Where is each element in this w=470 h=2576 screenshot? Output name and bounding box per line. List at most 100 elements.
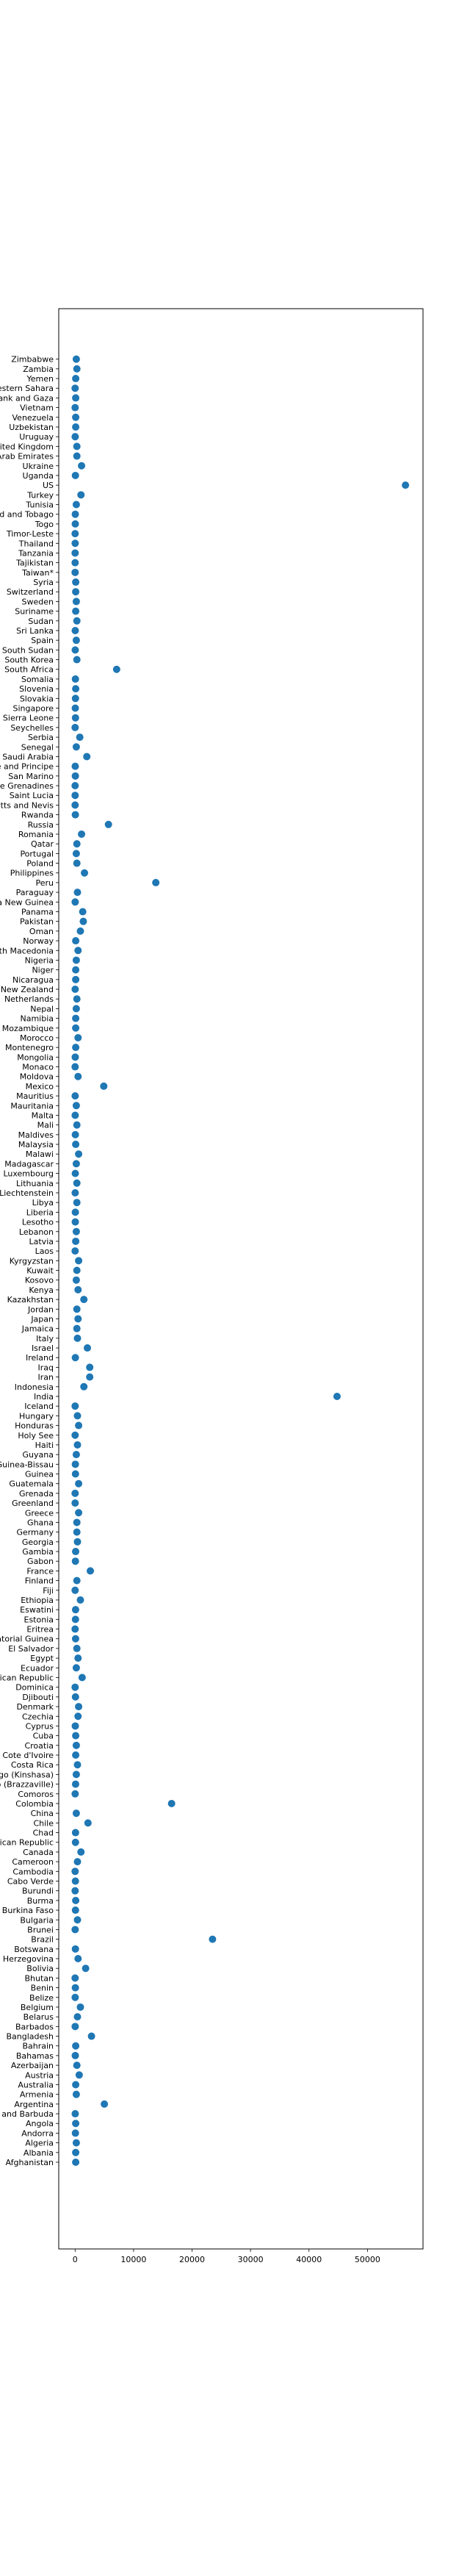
data-point bbox=[71, 471, 79, 479]
plot-frame bbox=[58, 308, 424, 2250]
data-point bbox=[73, 1179, 81, 1187]
data-point bbox=[73, 2013, 82, 2021]
y-tick-label: Russia bbox=[28, 820, 54, 830]
data-point bbox=[75, 1257, 83, 1265]
y-tick-label: Lesotho bbox=[22, 1218, 54, 1227]
x-tick-label: 0 bbox=[73, 2255, 78, 2264]
y-tick-label: Suriname bbox=[15, 607, 54, 617]
y-tick-label: Barbados bbox=[15, 2022, 54, 2031]
y-tick-label: Panama bbox=[21, 907, 54, 916]
data-point bbox=[72, 956, 80, 964]
y-tick-label: South Sudan bbox=[2, 645, 54, 655]
data-point bbox=[71, 1635, 79, 1643]
y-tick-label: Malta bbox=[32, 1111, 54, 1120]
data-point bbox=[71, 1906, 79, 1915]
y-tick-label: Romania bbox=[18, 830, 54, 839]
y-tick-label: Liechtenstein bbox=[0, 1188, 54, 1198]
data-point bbox=[72, 1276, 80, 1284]
y-tick-label: Germany bbox=[16, 1528, 54, 1538]
y-tick-label: Congo (Kinshasa) bbox=[0, 1770, 54, 1779]
y-tick-label: Monaco bbox=[22, 1063, 54, 1072]
y-tick-label: Norway bbox=[23, 936, 54, 946]
data-point bbox=[75, 1421, 83, 1429]
y-tick-label: Mauritius bbox=[16, 1091, 54, 1101]
data-point bbox=[71, 1993, 79, 2001]
data-point bbox=[71, 675, 79, 683]
y-tick-label: Chad bbox=[33, 1829, 54, 1838]
data-point bbox=[71, 1130, 79, 1138]
data-point bbox=[73, 1518, 81, 1526]
data-point bbox=[80, 1296, 88, 1304]
data-point bbox=[73, 859, 81, 867]
y-tick-label: Venezuela bbox=[12, 413, 54, 423]
data-point bbox=[77, 1848, 85, 1856]
y-tick-label: United Kingdom bbox=[0, 442, 54, 451]
y-tick-label: Croatia bbox=[24, 1741, 54, 1751]
data-point bbox=[73, 1644, 81, 1652]
data-point bbox=[71, 1111, 79, 1119]
data-point bbox=[71, 1926, 79, 1934]
y-tick-label: Switzerland bbox=[7, 587, 54, 597]
y-tick-label: Hungary bbox=[19, 1411, 54, 1421]
y-tick-label: Lebanon bbox=[19, 1227, 54, 1237]
y-tick-label: Western Sahara bbox=[0, 384, 54, 393]
y-tick-label: Austria bbox=[25, 2070, 54, 2080]
y-tick-label: Gambia bbox=[22, 1547, 54, 1557]
y-tick-label: Timor-Leste bbox=[6, 529, 54, 539]
data-point bbox=[80, 1382, 88, 1391]
y-tick-label: Nigeria bbox=[25, 955, 54, 965]
data-point bbox=[71, 1693, 79, 1701]
data-point bbox=[71, 568, 79, 576]
data-point bbox=[101, 2100, 109, 2108]
y-tick-label: Jamaica bbox=[21, 1324, 54, 1334]
data-point bbox=[104, 820, 112, 828]
data-point bbox=[71, 510, 79, 518]
data-point bbox=[71, 1169, 79, 1177]
data-point bbox=[72, 1024, 80, 1032]
data-point bbox=[71, 898, 79, 906]
data-point bbox=[73, 1199, 81, 1207]
y-tick-label: Burkina Faso bbox=[2, 1906, 54, 1915]
y-tick-label: Malawi bbox=[26, 1149, 54, 1159]
y-tick-label: Nepal bbox=[30, 1004, 54, 1013]
data-point bbox=[75, 1150, 83, 1158]
data-point bbox=[71, 1974, 79, 1982]
data-point bbox=[71, 1402, 79, 1410]
y-tick-label: Grenada bbox=[19, 1489, 54, 1499]
data-point bbox=[71, 1189, 79, 1196]
y-tick-label: Uzbekistan bbox=[9, 423, 54, 432]
data-point bbox=[74, 1712, 82, 1721]
data-point bbox=[74, 947, 82, 955]
data-point bbox=[72, 355, 80, 363]
data-point bbox=[82, 1965, 90, 1973]
y-tick-label: United Arab Emirates bbox=[0, 452, 54, 462]
y-tick-label: Slovakia bbox=[20, 694, 54, 703]
y-tick-label: Philippines bbox=[10, 869, 54, 878]
data-point bbox=[72, 1741, 80, 1749]
data-point bbox=[73, 365, 81, 373]
data-point bbox=[73, 1441, 82, 1449]
y-tick-label: Bahamas bbox=[16, 2051, 54, 2061]
data-point bbox=[79, 908, 87, 916]
data-point bbox=[76, 733, 84, 742]
data-point bbox=[74, 1654, 82, 1662]
data-point bbox=[71, 1354, 79, 1362]
data-point bbox=[72, 598, 80, 606]
x-tick-label: 40000 bbox=[296, 2255, 322, 2264]
data-point bbox=[71, 1557, 79, 1565]
y-tick-label: El Salvador bbox=[8, 1644, 54, 1654]
data-point bbox=[71, 782, 79, 790]
data-point bbox=[73, 1121, 81, 1129]
y-tick-label: Kazakhstan bbox=[7, 1295, 54, 1305]
data-point bbox=[71, 1984, 79, 1992]
data-point bbox=[73, 656, 81, 664]
data-point bbox=[81, 869, 89, 877]
data-point bbox=[72, 2159, 80, 2166]
plot-area bbox=[59, 309, 423, 2249]
y-tick-label: Brazil bbox=[31, 1935, 54, 1945]
data-point bbox=[72, 2090, 80, 2098]
data-point bbox=[71, 772, 79, 780]
y-tick-label: Mauritania bbox=[10, 1101, 54, 1111]
data-point bbox=[71, 646, 79, 654]
y-tick-label: Liberia bbox=[26, 1208, 54, 1217]
